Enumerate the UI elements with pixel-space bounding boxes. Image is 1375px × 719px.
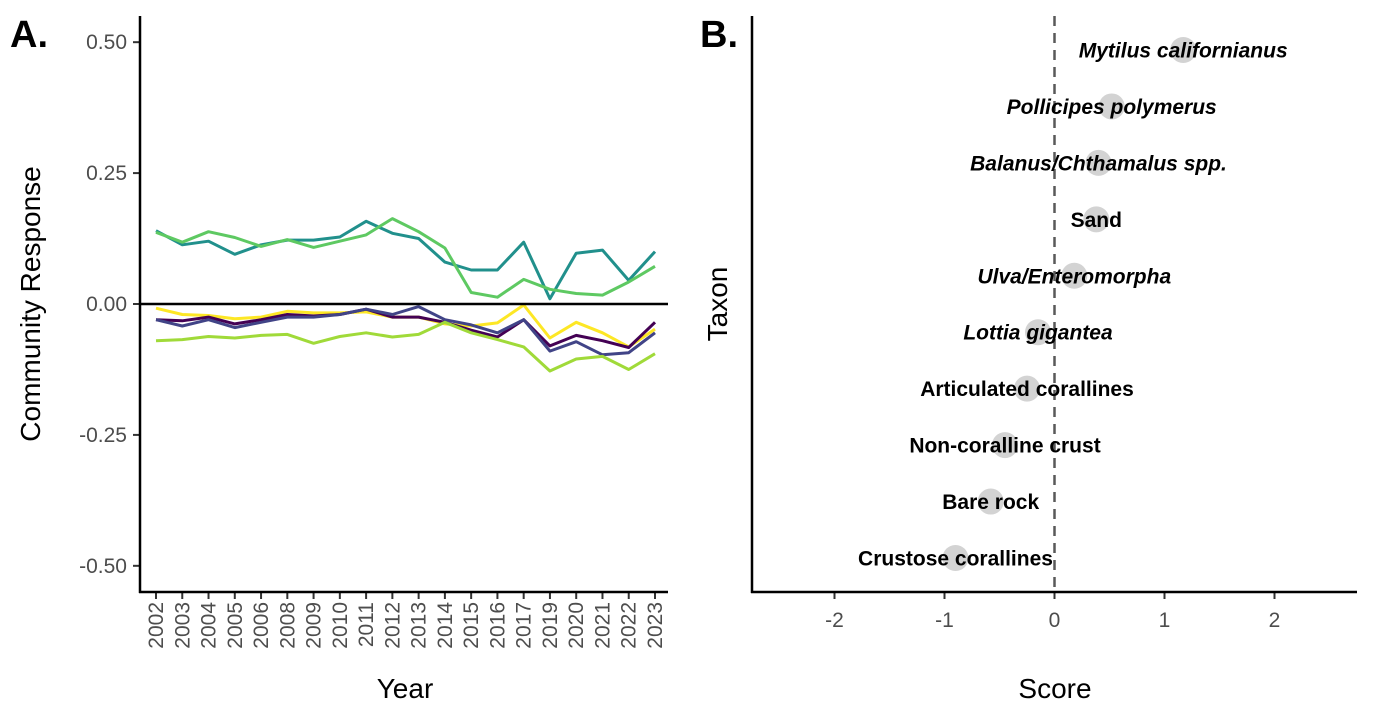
x-tick-label: 2005 xyxy=(224,602,247,649)
x-tick-label: 2023 xyxy=(644,602,667,649)
taxon-point xyxy=(1014,375,1040,402)
x-tick-label: 2009 xyxy=(303,602,326,649)
x-tick-label: 2014 xyxy=(434,602,457,649)
taxon-label: Pollicipes polymerus xyxy=(1007,96,1217,119)
taxon-point xyxy=(1098,93,1125,120)
taxon-label: Articulated corallines xyxy=(920,378,1134,401)
series-line xyxy=(155,219,657,301)
x-tick-label: -1 xyxy=(935,609,954,632)
x-tick-label: 2012 xyxy=(381,602,404,649)
x-tick-label: 2022 xyxy=(618,602,641,649)
x-tick-label: 2006 xyxy=(250,602,273,649)
taxon-point xyxy=(1170,37,1197,63)
panel-b-points xyxy=(942,37,1197,571)
panel-b-y-title: Taxon xyxy=(702,267,733,342)
taxon-point xyxy=(977,488,1004,515)
panel-a-x-title: Year xyxy=(377,673,434,704)
x-tick-label: 2016 xyxy=(486,602,509,649)
taxon-label: Mytilus californianus xyxy=(1079,40,1288,63)
taxon-point xyxy=(992,432,1018,459)
x-tick-label: 2008 xyxy=(276,602,299,649)
taxon-point xyxy=(1025,319,1051,346)
panel-a-y-ticks: 0.50 0.25 0.00 -0.25 -0.50 xyxy=(79,31,140,578)
taxon-point xyxy=(1085,149,1112,176)
x-tick-label: 2002 xyxy=(145,602,168,649)
taxon-label: Balanus/Chthamalus spp. xyxy=(970,152,1227,175)
panel-b: B. -2 -1 0 1 2 Mytilus californianus Pollicip… xyxy=(700,14,1357,704)
panel-b-x-title: Score xyxy=(1018,673,1091,704)
x-tick-label: 2015 xyxy=(460,602,483,649)
x-tick-label: 2 xyxy=(1269,609,1281,632)
y-tick-label: -0.50 xyxy=(79,555,127,578)
panel-b-x-ticks: -2 -1 0 1 2 xyxy=(825,592,1280,632)
x-tick-label: 2021 xyxy=(591,602,614,649)
x-tick-label: 2013 xyxy=(408,602,431,649)
series-line xyxy=(155,307,657,349)
series-line xyxy=(155,320,656,373)
y-tick-label: 0.50 xyxy=(86,31,127,54)
x-tick-label: 2004 xyxy=(198,602,221,649)
taxon-point xyxy=(1083,206,1110,233)
y-tick-label: 0.25 xyxy=(86,162,127,185)
panel-b-letter: B. xyxy=(700,14,738,56)
x-tick-label: 2019 xyxy=(539,602,562,649)
x-tick-label: 2011 xyxy=(355,602,378,647)
taxon-label: Ulva/Enteromorpha xyxy=(977,265,1171,288)
series-line xyxy=(155,217,656,299)
panel-a-series xyxy=(155,217,657,373)
x-tick-label: 2020 xyxy=(565,602,588,649)
taxon-label: Sand xyxy=(1071,209,1122,232)
panel-a: A. 0.500.250.00-0.25-0.50 2002 2003 2004 20… xyxy=(10,14,668,704)
x-tick-label: 1 xyxy=(1159,609,1171,632)
y-tick-label: -0.25 xyxy=(79,424,127,447)
x-tick-label: 0 xyxy=(1049,609,1061,632)
taxon-label: Non-coralline crust xyxy=(909,435,1100,458)
x-tick-label: 2010 xyxy=(329,602,352,649)
panel-b-labels: Mytilus californianus Pollicipes polymeru… xyxy=(858,40,1288,571)
taxon-label: Bare rock xyxy=(942,491,1039,514)
taxon-point xyxy=(1061,262,1088,289)
series-line xyxy=(155,305,656,357)
x-tick-label: 2017 xyxy=(513,602,536,649)
y-tick-label: 0.00 xyxy=(86,293,127,316)
x-tick-label: -2 xyxy=(825,609,844,632)
panel-a-letter: A. xyxy=(10,14,48,56)
taxon-label: Crustose corallines xyxy=(858,548,1053,571)
panel-a-x-ticks: 2002 2003 2004 2005 2006 2008 2009 2010 2011 2012… xyxy=(145,592,667,649)
taxon-point xyxy=(942,545,969,571)
taxon-label: Lottia gigantea xyxy=(963,322,1113,345)
panel-a-y-title: Community Response xyxy=(15,166,46,441)
x-tick-label: 2003 xyxy=(171,602,194,649)
